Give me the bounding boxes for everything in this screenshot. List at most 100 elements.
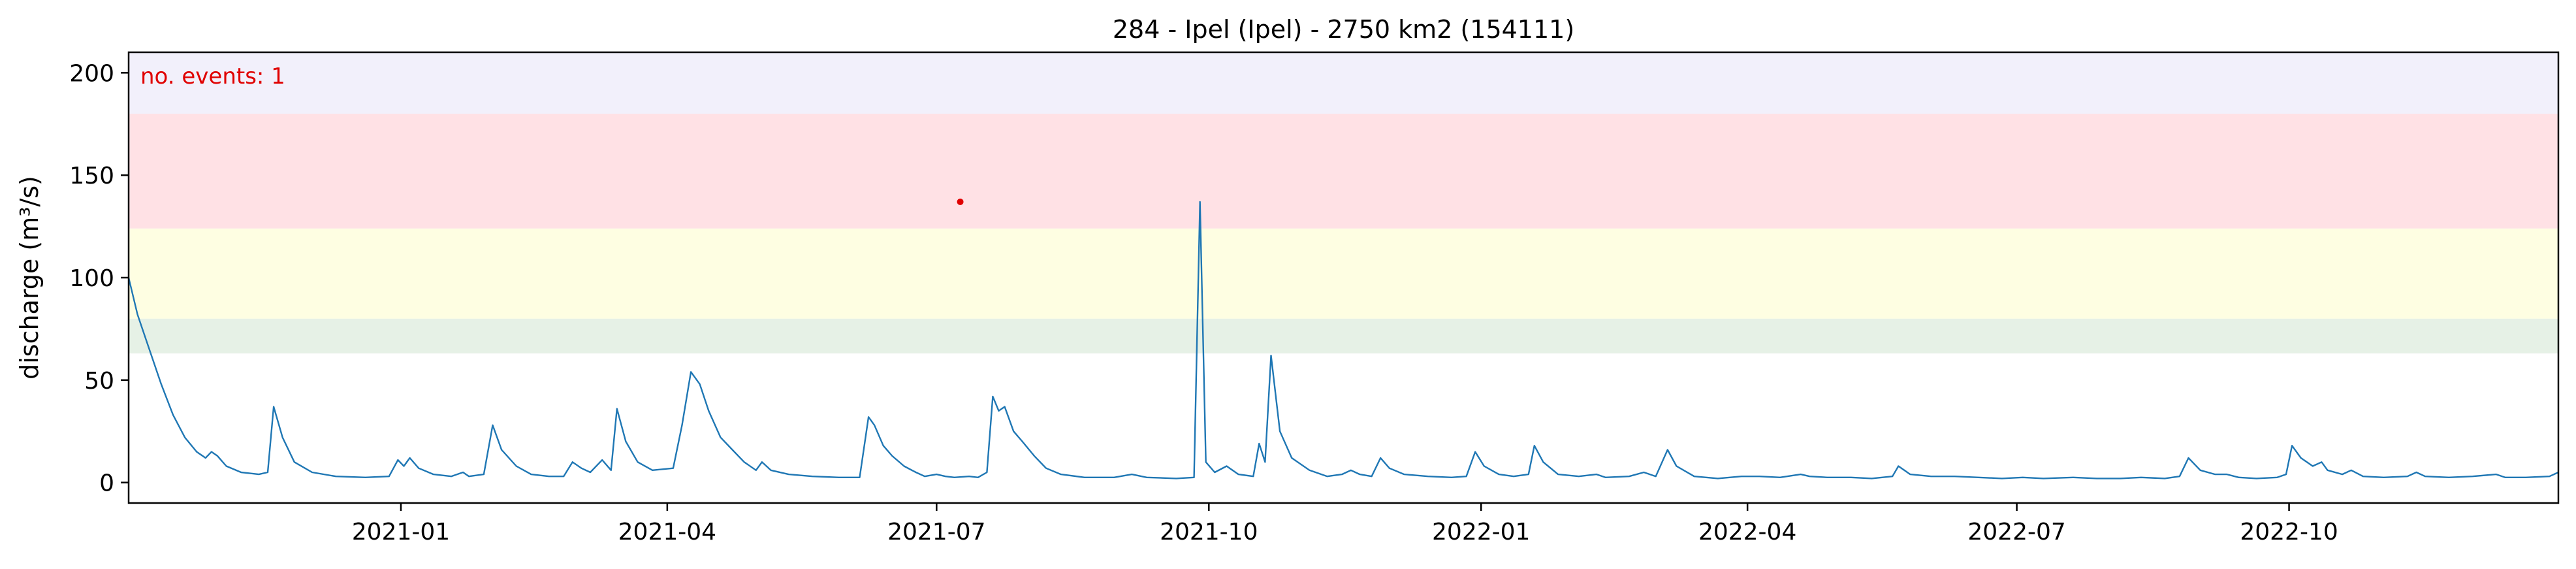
x-tick-label: 2021-04 (618, 519, 716, 545)
data-point (433, 474, 434, 475)
data-point (1779, 477, 1781, 478)
data-point (968, 476, 970, 477)
data-point (2362, 476, 2364, 477)
data-point (1909, 474, 1911, 475)
data-point (1327, 476, 1328, 477)
threshold-band-0 (129, 318, 2558, 354)
data-point (2187, 457, 2189, 459)
x-tick-label: 2021-01 (352, 519, 450, 545)
data-point (149, 349, 150, 350)
data-point (530, 474, 532, 475)
threshold-band-1 (129, 228, 2558, 319)
threshold-bands (129, 52, 2558, 354)
series-layer (127, 201, 2559, 480)
data-point (2321, 461, 2322, 463)
data-point (2140, 477, 2142, 478)
data-point (954, 477, 955, 478)
data-point (1827, 477, 1828, 478)
data-point (137, 314, 138, 315)
data-point (1954, 476, 1955, 477)
data-point (572, 461, 573, 463)
data-point (1427, 476, 1429, 477)
data-point (2238, 477, 2240, 478)
x-tick-label: 2022-07 (1967, 519, 2065, 545)
data-point (282, 437, 283, 438)
data-point (2342, 474, 2343, 475)
data-point (637, 461, 639, 463)
data-point (1113, 477, 1115, 478)
data-point (1667, 449, 1668, 450)
y-axis-label: discharge (m³/s) (15, 176, 44, 380)
data-point (699, 383, 701, 385)
y-tick-label: 0 (99, 470, 114, 497)
data-point (1022, 441, 1023, 442)
data-point (761, 461, 763, 463)
data-point (601, 459, 603, 461)
data-point (1758, 476, 1760, 477)
data-point (1084, 477, 1085, 478)
data-point (1528, 474, 1529, 475)
data-point (501, 449, 502, 450)
data-point (409, 457, 411, 459)
data-point (1800, 474, 1802, 475)
data-point (2043, 478, 2044, 479)
data-point (1380, 457, 1381, 459)
data-point (1403, 474, 1405, 475)
data-point (205, 457, 206, 459)
data-point (2300, 457, 2302, 459)
y-tick-label: 200 (69, 60, 114, 87)
x-tick-label: 2022-01 (1432, 519, 1530, 545)
data-point (1175, 478, 1177, 479)
data-point (1060, 474, 1062, 475)
data-point (2285, 474, 2287, 475)
event-count-annotation: no. events: 1 (140, 63, 285, 89)
data-point (1013, 431, 1014, 432)
discharge-series-line (127, 201, 2559, 480)
data-point (1892, 476, 1893, 477)
data-point (859, 477, 860, 478)
data-point (616, 408, 618, 410)
data-point (1978, 477, 1979, 478)
data-point (2120, 478, 2121, 479)
data-point (1717, 478, 1719, 479)
data-point (945, 476, 946, 477)
data-point (2472, 476, 2473, 477)
data-point (1557, 474, 1559, 475)
data-point (483, 474, 485, 475)
data-point (1252, 476, 1254, 477)
data-point (1542, 461, 1544, 463)
data-point (2179, 476, 2180, 477)
data-point (708, 410, 709, 412)
data-point (1871, 478, 1873, 479)
data-point (891, 455, 893, 457)
data-point (1741, 476, 1742, 477)
data-point (2383, 477, 2385, 478)
data-point (2276, 477, 2278, 478)
data-point (451, 476, 452, 477)
y-tick-label: 100 (69, 265, 114, 292)
x-tick-label: 2022-10 (2240, 519, 2338, 545)
threshold-band-2 (129, 114, 2558, 229)
data-point (2256, 478, 2257, 479)
data-point (1004, 406, 1006, 408)
data-point (1809, 476, 1810, 477)
y-axis: 0 50 100 150 200 (69, 60, 129, 497)
x-tick-label: 2022-04 (1698, 519, 1796, 545)
data-point (2096, 478, 2097, 479)
data-point (1466, 476, 1467, 477)
data-point (1371, 476, 1373, 477)
data-point (1605, 477, 1606, 478)
event-peak-marker (957, 198, 964, 205)
data-point (1655, 476, 1657, 477)
data-point (1238, 474, 1239, 475)
data-point (2425, 476, 2426, 477)
threshold-band-3 (129, 52, 2558, 114)
data-point (2407, 476, 2408, 477)
data-point (838, 477, 840, 478)
x-tick-label: 2021-10 (1160, 519, 1258, 545)
data-point (2214, 474, 2216, 475)
x-axis: 2021-01 2021-04 2021-07 2021-10 2022-01 2022-… (352, 503, 2338, 545)
data-point (1341, 474, 1343, 475)
data-point (720, 437, 721, 438)
